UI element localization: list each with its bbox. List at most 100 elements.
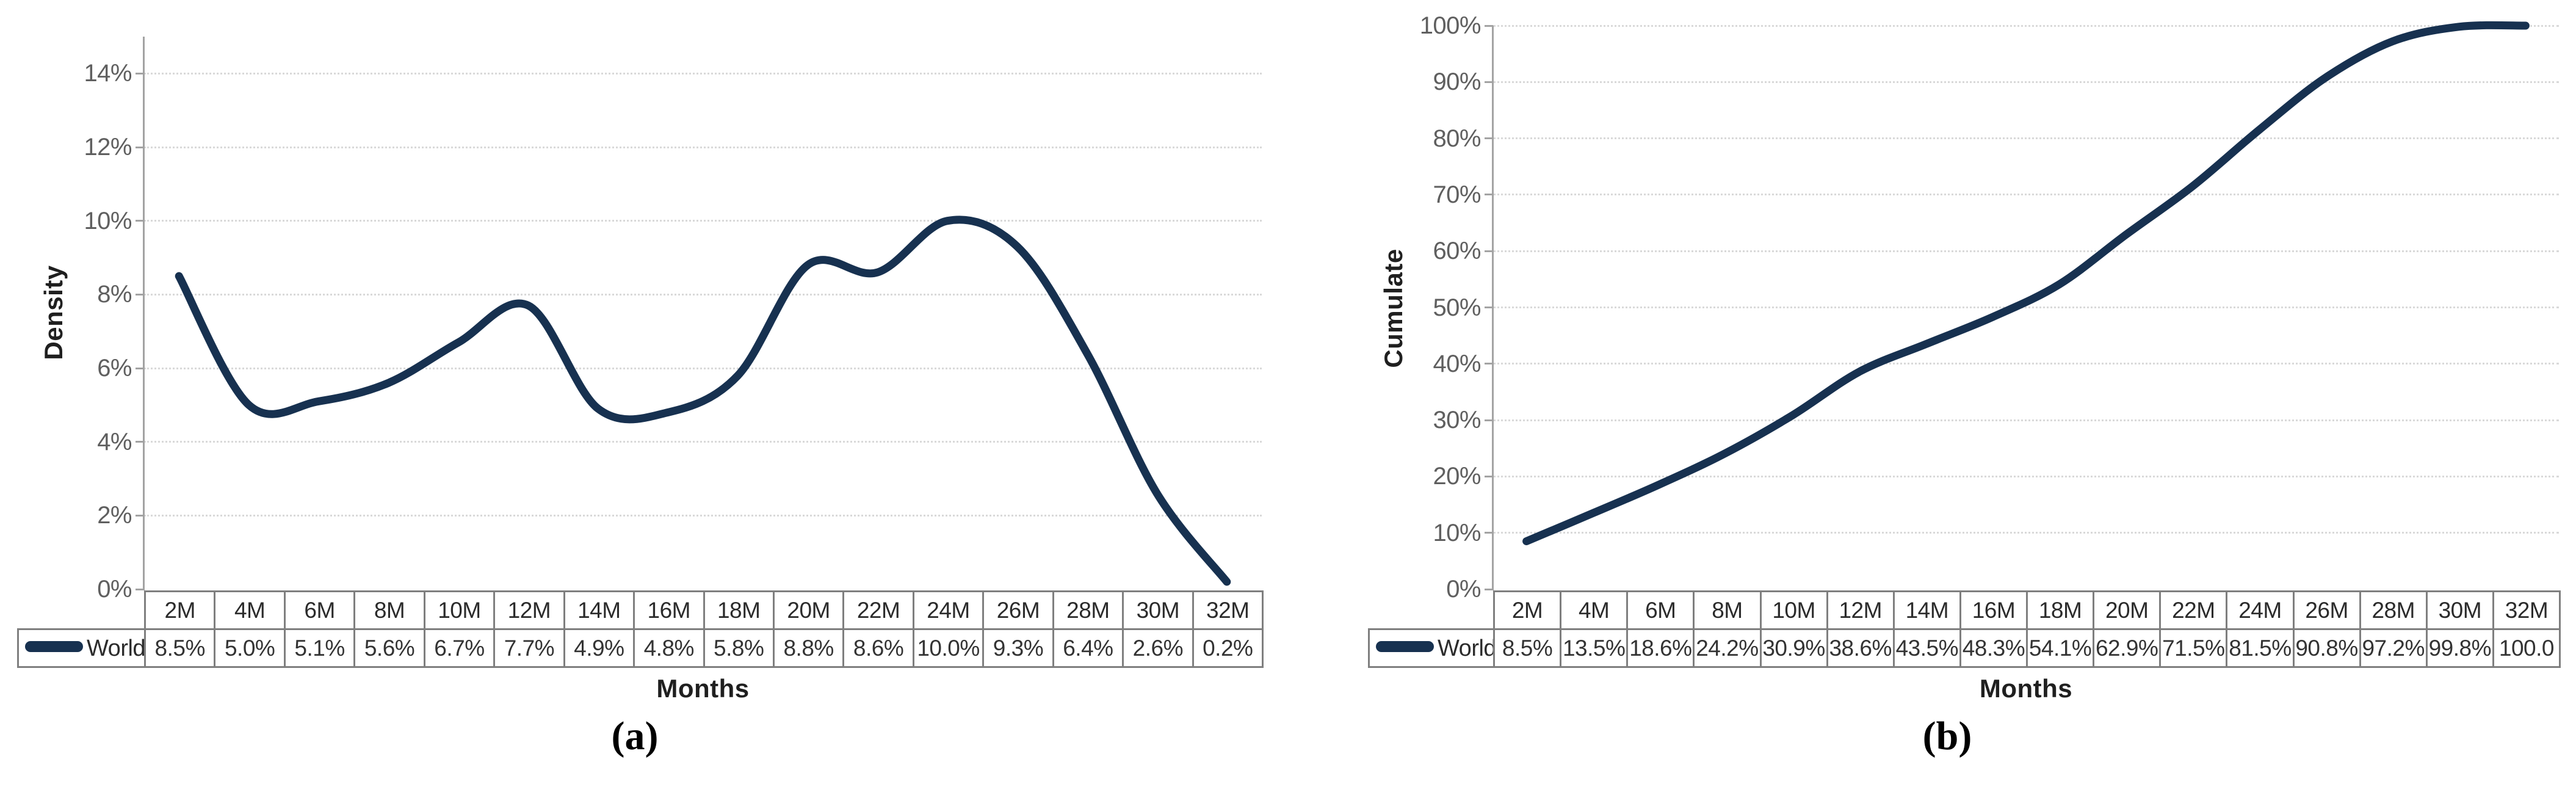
y-tick-label: 60% bbox=[1433, 238, 1481, 265]
y-axis-tick bbox=[136, 514, 144, 517]
y-axis-tick bbox=[136, 367, 144, 369]
table-value-cell: 2.6% bbox=[1122, 628, 1194, 668]
y-tick-label: 0% bbox=[97, 576, 132, 603]
x-category-cell: 28M bbox=[1052, 590, 1124, 630]
table-value-cell: 5.0% bbox=[214, 628, 286, 668]
series-line-world bbox=[1522, 21, 2530, 545]
series-value-row: World 8.5% 5.0% 5.1% 5.6% 6.7% 7.7% 4.9% 4.8% 5.8… bbox=[17, 628, 1264, 668]
y-tick-label: 30% bbox=[1433, 407, 1481, 434]
table-value-cell: 7.7% bbox=[493, 628, 565, 668]
gridline bbox=[1493, 24, 2559, 27]
x-category-cell: 10M bbox=[1759, 590, 1828, 630]
y-tick-label: 14% bbox=[84, 60, 132, 87]
table-value-cell: 48.3% bbox=[1959, 628, 2028, 668]
legend-series-label: World bbox=[1438, 635, 1494, 661]
table-value-cell: 8.6% bbox=[842, 628, 914, 668]
table-value-cell: 6.7% bbox=[423, 628, 496, 668]
x-category-cell: 24M bbox=[2226, 590, 2295, 630]
y-tick-label: 90% bbox=[1433, 68, 1481, 96]
x-category-cell: 12M bbox=[1826, 590, 1895, 630]
y-tick-label: 6% bbox=[97, 355, 132, 382]
y-axis-tick bbox=[136, 72, 144, 74]
table-value-cell: 8.5% bbox=[143, 628, 216, 668]
y-axis-tick bbox=[136, 441, 144, 443]
gridline bbox=[1493, 532, 2559, 534]
table-value-cell: 5.8% bbox=[703, 628, 775, 668]
y-axis-tick bbox=[136, 588, 144, 590]
x-category-cell: 6M bbox=[283, 590, 356, 630]
y-axis-tick bbox=[1485, 363, 1493, 365]
y-axis-tick bbox=[1485, 306, 1493, 308]
table-value-cell: 0.2% bbox=[1192, 628, 1264, 668]
y-tick-label: 4% bbox=[97, 428, 132, 455]
table-value-cell: 97.2% bbox=[2359, 628, 2428, 668]
series-value-row: World 8.5% 13.5% 18.6% 24.2% 30.9% 38.6% 43.5% 4… bbox=[1368, 628, 2561, 668]
subfigure-caption-b: (b) bbox=[1922, 714, 1972, 758]
y-tick-label: 0% bbox=[1446, 576, 1481, 603]
y-tick-label: 8% bbox=[97, 281, 132, 308]
table-value-cell: 13.5% bbox=[1560, 628, 1629, 668]
x-category-cell: 6M bbox=[1626, 590, 1695, 630]
world-series-path bbox=[175, 216, 1231, 586]
table-value-cell: 100.0 bbox=[2492, 628, 2561, 668]
x-axis-title-months-b: Months bbox=[1979, 674, 2073, 703]
x-category-cell: 20M bbox=[772, 590, 845, 630]
y-tick-label: 80% bbox=[1433, 125, 1481, 152]
x-category-cell: 28M bbox=[2359, 590, 2428, 630]
y-axis-tick bbox=[136, 220, 144, 222]
y-axis-tick bbox=[1485, 194, 1493, 196]
x-category-cell: 4M bbox=[1560, 590, 1629, 630]
gridline bbox=[144, 72, 1262, 74]
table-value-cell: 62.9% bbox=[2093, 628, 2162, 668]
table-corner-cell bbox=[18, 592, 145, 629]
x-category-cell: 26M bbox=[982, 590, 1054, 630]
x-category-cell: 12M bbox=[493, 590, 565, 630]
table-value-cell: 8.8% bbox=[772, 628, 845, 668]
x-axis-title-months-a: Months bbox=[656, 674, 750, 703]
category-header-row: 2M 4M 6M 8M 10M 12M 14M 16M 18M 20M 22M 24M 26M 28M 30… bbox=[1369, 590, 2561, 630]
table-value-cell: 54.1% bbox=[2025, 628, 2095, 668]
table-value-cell: 99.8% bbox=[2425, 628, 2494, 668]
legend-cell: World bbox=[17, 628, 146, 668]
x-category-cell: 8M bbox=[353, 590, 425, 630]
table-value-cell: 8.5% bbox=[1492, 628, 1562, 668]
gridline bbox=[144, 146, 1262, 148]
gridline bbox=[1493, 250, 2559, 252]
x-category-cell: 22M bbox=[842, 590, 914, 630]
category-header-row: 2M 4M 6M 8M 10M 12M 14M 16M 18M 20M 22M 24M 26M 28M 30… bbox=[18, 590, 1264, 630]
gridline bbox=[1493, 306, 2559, 308]
x-category-cell: 16M bbox=[1959, 590, 2028, 630]
x-category-cell: 18M bbox=[703, 590, 775, 630]
x-category-cell: 24M bbox=[912, 590, 985, 630]
table-value-cell: 4.9% bbox=[563, 628, 635, 668]
gridline bbox=[1493, 419, 2559, 421]
legend-line-swatch bbox=[25, 641, 83, 653]
y-axis-tick bbox=[1485, 24, 1493, 27]
table-value-cell: 9.3% bbox=[982, 628, 1054, 668]
y-tick-label: 100% bbox=[1419, 12, 1482, 39]
world-series-path bbox=[1522, 21, 2530, 545]
gridline bbox=[1493, 81, 2559, 83]
y-axis-tick bbox=[1485, 475, 1493, 477]
y-tick-label: 12% bbox=[84, 134, 132, 161]
y-axis-title-cumulate: Cumulate bbox=[1379, 248, 1408, 368]
gridline bbox=[144, 367, 1262, 369]
x-category-cell: 22M bbox=[2159, 590, 2228, 630]
gridline bbox=[144, 441, 1262, 443]
y-axis-tick bbox=[1485, 81, 1493, 83]
table-value-cell: 5.6% bbox=[353, 628, 425, 668]
data-table-b: 2M 4M 6M 8M 10M 12M 14M 16M 18M 20M 22M 24M 26M 28M 30… bbox=[1368, 590, 2561, 668]
x-category-cell: 16M bbox=[633, 590, 705, 630]
x-category-cell: 20M bbox=[2093, 590, 2162, 630]
x-category-cell: 14M bbox=[1892, 590, 1961, 630]
table-value-cell: 30.9% bbox=[1759, 628, 1828, 668]
gridline bbox=[1493, 363, 2559, 365]
gridline bbox=[1493, 194, 2559, 196]
x-category-cell: 32M bbox=[2492, 590, 2561, 630]
x-category-cell: 30M bbox=[2425, 590, 2494, 630]
y-axis-line bbox=[1492, 26, 1494, 590]
x-category-cell: 8M bbox=[1693, 590, 1762, 630]
y-tick-label: 40% bbox=[1433, 350, 1481, 377]
y-axis-tick bbox=[1485, 250, 1493, 252]
